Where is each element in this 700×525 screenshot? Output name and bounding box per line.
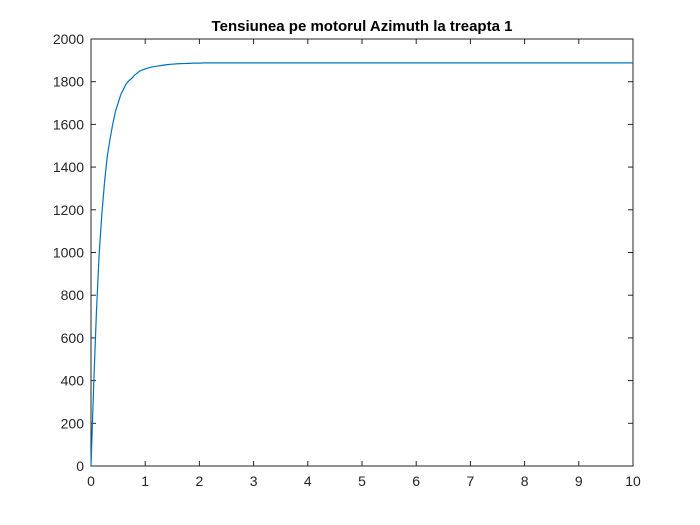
x-tick-label: 3: [250, 473, 258, 489]
y-tick-label: 1200: [53, 202, 84, 218]
y-tick-label: 2000: [53, 31, 84, 47]
x-tick-label: 2: [196, 473, 204, 489]
y-tick-label: 400: [61, 373, 85, 389]
axes: 0 1 2 3 4 5 6 7 8 9 10 0 200 400 600 800 1000 1200 1400 160…: [53, 31, 641, 489]
series-line: [90, 62, 633, 467]
y-tick-label: 600: [61, 330, 85, 346]
x-tick-label: 7: [467, 473, 475, 489]
x-tick-label: 5: [358, 473, 366, 489]
y-tick-label: 1400: [53, 159, 84, 175]
x-tick-label: 10: [625, 473, 641, 489]
y-tick-label: 0: [76, 458, 84, 474]
x-tick-label: 4: [304, 473, 312, 489]
chart-title: Tensiunea pe motorul Azimuth la treapta …: [212, 18, 513, 35]
y-tick-label: 1000: [53, 245, 84, 261]
x-tick-label: 0: [87, 473, 95, 489]
x-tick-label: 1: [141, 473, 149, 489]
y-tick-label: 800: [61, 287, 85, 303]
y-tick-label: 1800: [53, 74, 84, 90]
x-tick-label: 8: [521, 473, 529, 489]
x-tick-label: 6: [412, 473, 420, 489]
x-tick-label: 9: [575, 473, 583, 489]
y-tick-label: 200: [61, 415, 85, 431]
plot-area-box: [90, 38, 634, 467]
series-group: [90, 62, 633, 467]
y-tick-label: 1600: [53, 116, 84, 132]
